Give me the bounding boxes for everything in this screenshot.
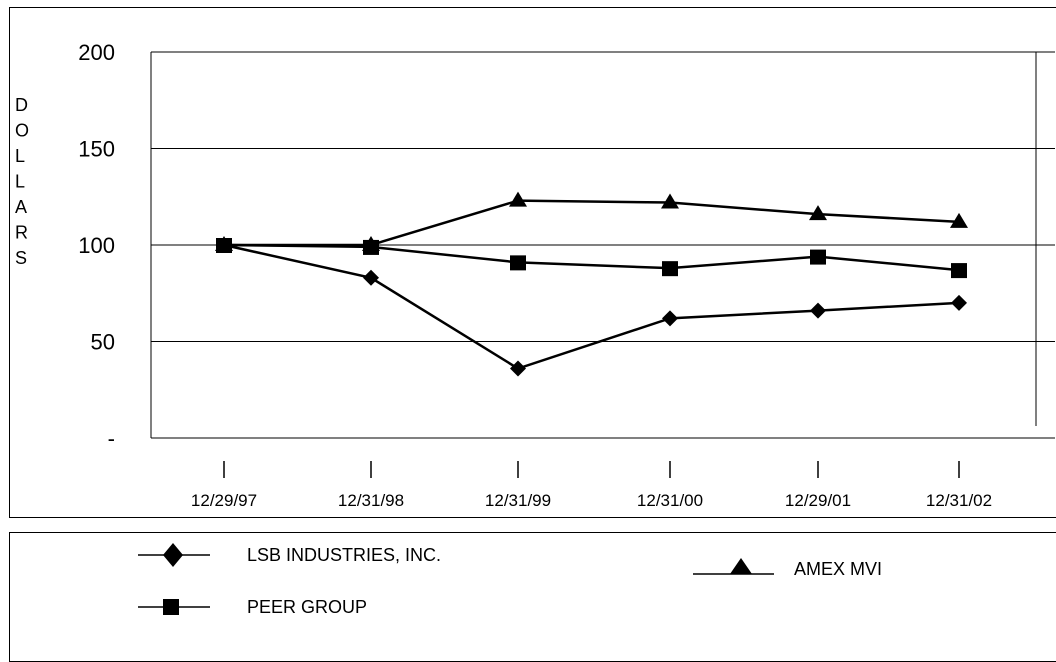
data-point-diamond — [662, 310, 678, 327]
legend-label: AMEX MVI — [794, 559, 882, 579]
y-tick-label: 50 — [91, 330, 115, 355]
x-tick-label: 12/29/97 — [191, 491, 257, 510]
data-point-triangle — [809, 205, 827, 221]
line-chart: 200 150 100 50 - 12/29/97 12/31/98 12/31/99 12/3… — [15, 40, 1055, 510]
y-axis-label-letter: O — [15, 121, 29, 141]
y-axis-label-letter: L — [15, 146, 25, 166]
data-point-square — [810, 249, 826, 265]
data-point-triangle — [362, 236, 380, 251]
data-point-diamond — [510, 360, 526, 377]
legend: LSB INDUSTRIES, INC. PEER GROUP AMEX MVI — [9, 532, 1056, 662]
x-tick-label: 12/31/00 — [637, 491, 703, 510]
chart-frame: 200 150 100 50 - 12/29/97 12/31/98 12/31/99 12/3… — [9, 7, 1056, 518]
data-point-diamond — [363, 269, 379, 286]
square-marker-icon — [163, 599, 179, 615]
data-point-square — [951, 263, 967, 279]
data-point-square — [662, 261, 678, 277]
y-axis-label-letter: L — [15, 172, 25, 192]
triangle-marker-icon — [730, 558, 752, 574]
legend-svg: LSB INDUSTRIES, INC. PEER GROUP AMEX MVI — [138, 543, 882, 617]
y-axis-label-letter: D — [15, 95, 28, 115]
series-layer — [215, 191, 968, 377]
series-line — [223, 243, 960, 370]
data-point-triangle — [509, 191, 527, 207]
y-tick-label: - — [108, 426, 115, 451]
legend-label: LSB INDUSTRIES, INC. — [247, 545, 441, 565]
x-tick-label: 12/29/01 — [785, 491, 851, 510]
series-diamond — [216, 237, 967, 377]
y-tick-label: 150 — [78, 137, 115, 162]
x-tick-label: 12/31/02 — [926, 491, 992, 510]
series-triangle — [215, 191, 968, 251]
legend-label: PEER GROUP — [247, 597, 367, 617]
diamond-marker-icon — [163, 543, 183, 567]
legend-item-amex-mvi: AMEX MVI — [693, 558, 882, 579]
data-point-triangle — [215, 236, 233, 251]
data-point-triangle — [950, 212, 968, 228]
legend-item-lsb: LSB INDUSTRIES, INC. — [138, 543, 441, 567]
x-tick-label: 12/31/98 — [338, 491, 404, 510]
y-tick-label: 100 — [78, 233, 115, 258]
y-axis-label-letter: A — [15, 197, 27, 217]
data-point-diamond — [810, 302, 826, 319]
data-point-triangle — [661, 193, 679, 209]
y-axis-label-letter: R — [15, 223, 28, 243]
legend-item-peer-group: PEER GROUP — [138, 597, 367, 617]
y-tick-label: 200 — [78, 40, 115, 65]
series-line — [224, 199, 960, 247]
axis-layer: 200 150 100 50 - 12/29/97 12/31/98 12/31/99 12/3… — [78, 40, 1037, 510]
y-axis-label-letter: S — [15, 248, 27, 268]
x-tick-label: 12/31/99 — [485, 491, 551, 510]
data-point-square — [510, 255, 526, 271]
data-point-diamond — [951, 294, 967, 311]
series-line — [223, 243, 960, 272]
